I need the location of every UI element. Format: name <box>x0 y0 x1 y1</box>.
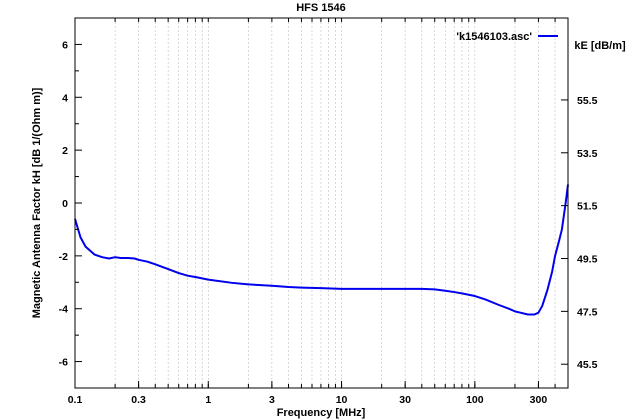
y2-tick-label: 51.5 <box>577 201 598 213</box>
y-tick-label: 2 <box>62 145 68 157</box>
y2-tick-label: 47.5 <box>577 306 598 318</box>
series-layer <box>74 184 569 316</box>
x-tick-label: 1 <box>205 394 211 406</box>
y2-tick-label: 45.5 <box>577 359 598 371</box>
y-tick-label: -2 <box>59 251 68 263</box>
y-axis-label: Magnetic Antenna Factor kH [dB 1/(Ohm m)… <box>31 87 43 318</box>
x-axis-label: Frequency [MHz] <box>277 407 366 419</box>
ticks: 0.1 0.3 1 3 10 30 100 300 6 4 2 0 -2 -4 -6 55.5 53.5 51.5… <box>59 18 598 406</box>
series-line <box>74 184 569 316</box>
x-tick-label: 0.1 <box>68 394 83 406</box>
y-tick-label: 6 <box>62 39 68 51</box>
x-tick-label: 0.3 <box>131 394 146 406</box>
y-tick-label: -6 <box>59 357 68 369</box>
x-tick-label: 30 <box>399 394 411 406</box>
y2-tick-label: 49.5 <box>577 254 598 266</box>
x-tick-label: 100 <box>466 394 484 406</box>
x-tick-label: 10 <box>336 394 348 406</box>
legend-label: 'k1546103.asc' <box>456 31 532 43</box>
x-tick-label: 3 <box>269 394 275 406</box>
y-tick-label: 0 <box>62 198 68 210</box>
y2-tick-label: 55.5 <box>577 95 598 107</box>
y2-tick-label: 53.5 <box>577 148 598 160</box>
legend: 'k1546103.asc' <box>456 31 558 43</box>
grid <box>114 18 556 388</box>
x-tick-label: 300 <box>530 394 548 406</box>
chart-title: HFS 1546 <box>296 2 346 14</box>
y2-axis-label: kE [dB/m] <box>574 40 626 52</box>
y-tick-label: 4 <box>62 92 68 104</box>
y-tick-label: -4 <box>59 304 68 316</box>
